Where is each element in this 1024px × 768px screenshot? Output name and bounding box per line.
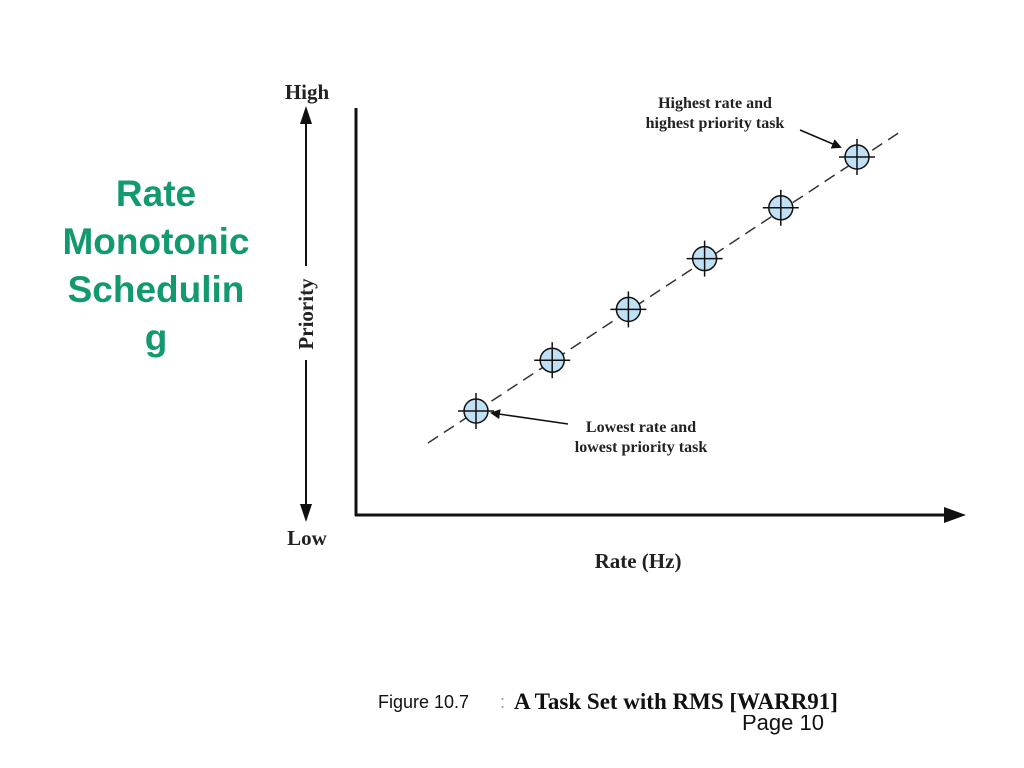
annotation-top-line: Highest rate and [658,95,772,112]
y-axis-label: Priority [294,278,318,350]
annotation-top-line: highest priority task [646,115,785,132]
annotation-bottom-line: lowest priority task [575,439,708,456]
slide-title-line: Monotonic [62,221,250,262]
task-markers [458,139,875,429]
slide-title-line: Schedulin [67,269,245,310]
x-axis-arrow-head [944,507,966,523]
task-marker [458,393,494,429]
annotation-bottom-arrow [490,409,569,425]
priority-arrow-up-head [300,106,312,124]
caption-separator: : [500,692,506,712]
priority-label-bg [292,266,320,360]
y-low-label: Low [287,526,328,550]
task-marker [686,240,723,277]
slide-title-line: g [144,317,168,358]
figure-label: Figure 10.7 [378,692,470,712]
trend-line [427,129,904,444]
task-marker [534,342,571,379]
slide-title-line: Rate [115,173,197,214]
task-marker [762,189,799,226]
annotation-bottom-line: Lowest rate and [586,419,696,436]
annotation-top-arrow [799,129,842,149]
figure-caption: A Task Set with RMS [WARR91] [512,689,840,715]
slide-title: Rate Monotonic Schedulin g [40,170,272,362]
task-marker [839,139,875,175]
priority-arrow-down-head [300,504,312,522]
y-high-label: High [285,80,330,104]
task-marker [610,291,647,328]
x-axis-label: Rate (Hz) [595,549,682,573]
